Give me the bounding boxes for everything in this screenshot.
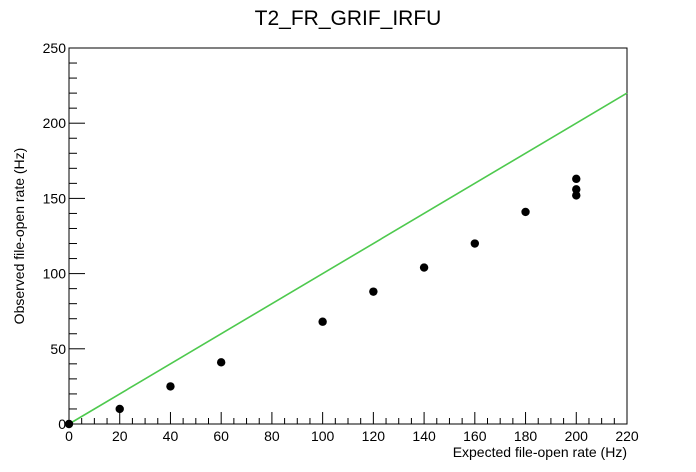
- data-point: [572, 174, 581, 184]
- data-point: [419, 263, 429, 272]
- data-points: [64, 174, 581, 429]
- data-point: [572, 185, 581, 194]
- x-tick-label: 0: [65, 428, 73, 444]
- y-tick-label: 50: [50, 341, 66, 357]
- x-tick-label: 220: [615, 428, 639, 444]
- y-tick-label: 0: [58, 416, 66, 432]
- x-tick-label: 80: [264, 428, 280, 444]
- x-tick-label: 100: [311, 428, 335, 444]
- data-point: [115, 404, 124, 414]
- x-tick-label: 160: [463, 428, 487, 444]
- y-axis-label: Observed file-open rate (Hz): [11, 148, 27, 325]
- x-tick-label: 40: [163, 428, 179, 444]
- plot-frame: [68, 47, 628, 425]
- reference-line: [68, 92, 628, 425]
- x-tick-label: 120: [362, 428, 386, 444]
- y-axis: 0 50 100 150 200 250: [43, 40, 85, 432]
- x-tick-label: 20: [112, 428, 128, 444]
- y-tick-label: 100: [43, 266, 67, 282]
- data-point: [166, 382, 175, 391]
- x-tick-label: 200: [565, 428, 589, 444]
- x-tick-label: 180: [514, 428, 538, 444]
- x-axis: 0 20 40 60 80 100 120 140 160 180 200 220: [65, 412, 639, 444]
- x-tick-label: 140: [412, 428, 436, 444]
- data-point: [64, 419, 74, 429]
- y-tick-label: 250: [43, 40, 67, 56]
- y-tick-label: 150: [43, 190, 67, 206]
- data-point: [572, 191, 581, 200]
- x-tick-label: 60: [213, 428, 229, 444]
- data-point: [470, 239, 480, 248]
- chart-title: T2_FR_GRIF_IRFU: [255, 7, 442, 30]
- y-tick-label: 200: [43, 115, 67, 131]
- data-point: [521, 207, 530, 217]
- x-axis-label: Expected file-open rate (Hz): [453, 444, 627, 460]
- data-point: [216, 358, 226, 367]
- data-point: [369, 287, 378, 296]
- data-point: [318, 317, 327, 326]
